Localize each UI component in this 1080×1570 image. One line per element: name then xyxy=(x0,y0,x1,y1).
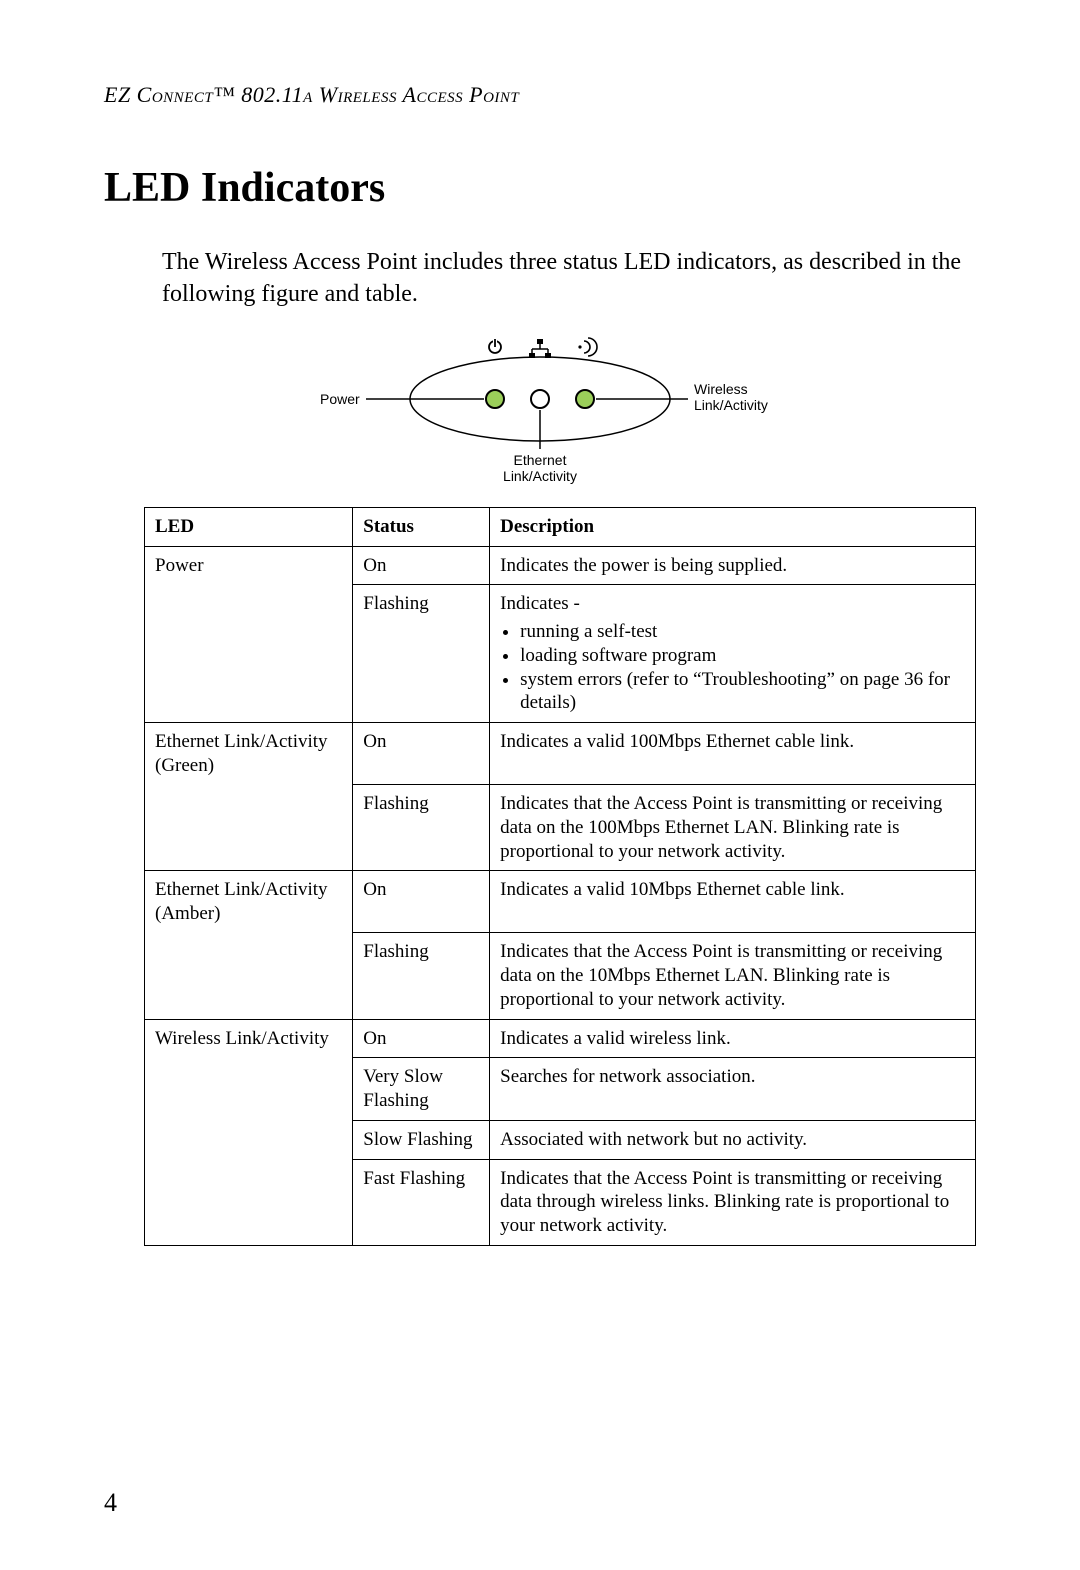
cell-status: On xyxy=(353,723,490,785)
col-header-status: Status xyxy=(353,507,490,546)
intro-paragraph: The Wireless Access Point includes three… xyxy=(162,246,976,311)
cell-led: Ethernet Link/Activity (Green) xyxy=(145,723,353,785)
cell-desc: Indicates a valid 10Mbps Ethernet cable … xyxy=(490,871,976,933)
cell-status: Flashing xyxy=(353,585,490,723)
cell-led-empty xyxy=(145,785,353,871)
bullet: loading software program xyxy=(520,644,966,668)
cell-status: On xyxy=(353,546,490,585)
running-header: EZ Connect™ 802.11a Wireless Access Poin… xyxy=(104,82,976,108)
cell-led: Ethernet Link/Activity (Amber) xyxy=(145,871,353,933)
col-header-desc: Description xyxy=(490,507,976,546)
power-icon xyxy=(489,339,501,353)
diagram-label-wireless-2: Link/Activity xyxy=(694,397,768,413)
cell-led-empty xyxy=(145,933,353,1019)
cell-desc: Indicates that the Access Point is trans… xyxy=(490,1159,976,1245)
cell-status: Flashing xyxy=(353,785,490,871)
cell-led: Wireless Link/Activity xyxy=(145,1019,353,1058)
led-diagram: Power Wireless Link/Activity Ethernet Li… xyxy=(104,319,976,489)
cell-led-empty xyxy=(145,585,353,723)
cell-led: Power xyxy=(145,546,353,585)
ethernet-icon xyxy=(529,339,551,358)
diagram-label-ethernet-1: Ethernet xyxy=(514,452,567,468)
cell-status: On xyxy=(353,1019,490,1058)
led-table: LED Status Description Power On Indicate… xyxy=(144,507,976,1246)
wireless-icon xyxy=(578,338,597,356)
diagram-label-ethernet-2: Link/Activity xyxy=(503,468,577,484)
cell-status: Very Slow Flashing xyxy=(353,1058,490,1121)
cell-desc: Indicates that the Access Point is trans… xyxy=(490,785,976,871)
bullet: running a self-test xyxy=(520,620,966,644)
diagram-label-power: Power xyxy=(320,391,360,407)
bullet: system errors (refer to “Troubleshooting… xyxy=(520,668,966,716)
cell-status: Slow Flashing xyxy=(353,1120,490,1159)
diagram-label-wireless-1: Wireless xyxy=(694,381,748,397)
cell-led-empty xyxy=(145,1058,353,1121)
cell-led-empty xyxy=(145,1120,353,1159)
cell-desc: Indicates the power is being supplied. xyxy=(490,546,976,585)
cell-desc: Indicates a valid wireless link. xyxy=(490,1019,976,1058)
page-number: 4 xyxy=(104,1488,117,1518)
cell-desc: Indicates that the Access Point is trans… xyxy=(490,933,976,1019)
cell-desc: Searches for network association. xyxy=(490,1058,976,1121)
page-title: LED Indicators xyxy=(104,164,976,212)
cell-status: Fast Flashing xyxy=(353,1159,490,1245)
cell-led-empty xyxy=(145,1159,353,1245)
col-header-led: LED xyxy=(145,507,353,546)
cell-desc: Indicates a valid 100Mbps Ethernet cable… xyxy=(490,723,976,785)
cell-status: Flashing xyxy=(353,933,490,1019)
cell-desc: Associated with network but no activity. xyxy=(490,1120,976,1159)
cell-desc: Indicates - running a self-test loading … xyxy=(490,585,976,723)
cell-status: On xyxy=(353,871,490,933)
